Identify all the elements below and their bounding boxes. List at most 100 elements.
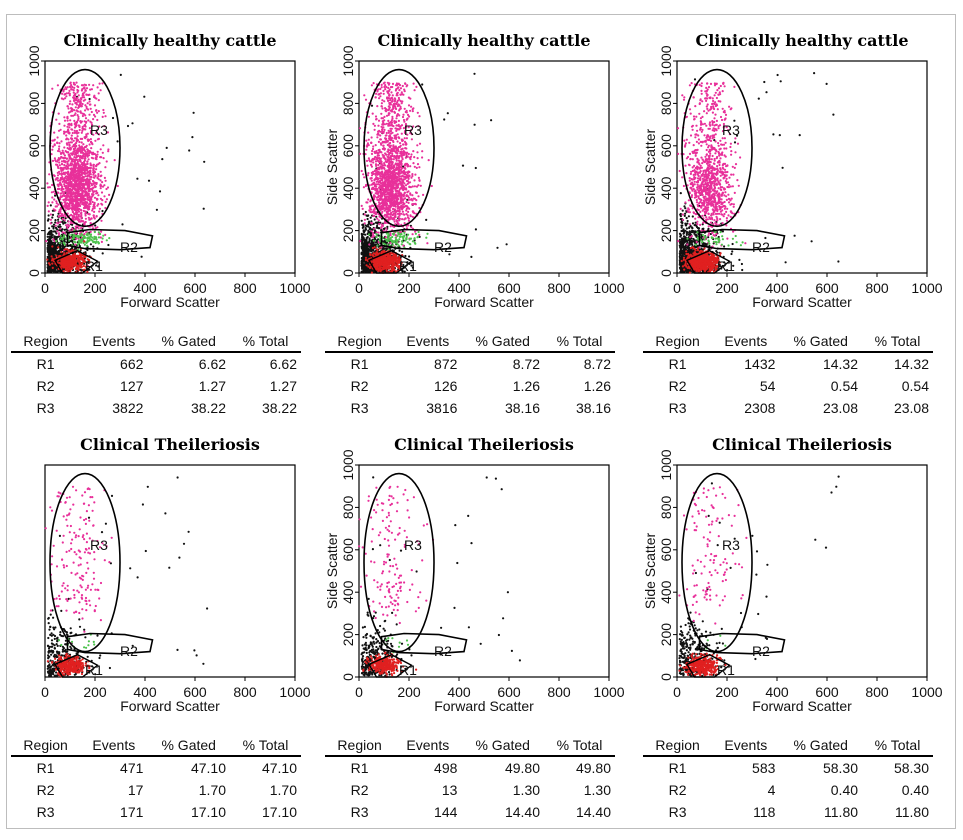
r3-point	[66, 202, 68, 204]
r3-point	[104, 166, 106, 168]
r3-point	[59, 164, 61, 166]
r3-point	[75, 164, 77, 166]
r3-point	[59, 215, 61, 217]
r3-point	[79, 165, 81, 167]
r3-point	[361, 205, 363, 207]
r3-point	[73, 100, 75, 102]
r3-point	[382, 154, 384, 156]
ungated-point	[53, 226, 55, 228]
r3-point	[377, 164, 379, 166]
r3-point	[64, 232, 66, 234]
r3-point	[58, 123, 60, 125]
r3-point	[87, 102, 89, 104]
r3-point	[75, 207, 77, 209]
r3-point	[74, 130, 76, 132]
r3-point	[69, 183, 71, 185]
r3-point	[99, 208, 101, 210]
r1-point	[65, 260, 67, 262]
r3-point	[71, 203, 73, 205]
r3-point	[95, 110, 97, 112]
r3-point	[418, 166, 420, 168]
r3-point	[84, 206, 86, 208]
r3-point	[70, 137, 72, 139]
ungated-point	[92, 246, 94, 248]
r3-point	[86, 175, 88, 177]
r3-point	[93, 165, 95, 167]
ungated-point	[48, 241, 50, 243]
r3-point	[67, 128, 69, 130]
r3-point	[86, 87, 88, 89]
r3-point	[74, 159, 76, 161]
x-tick-label: 1000	[279, 280, 310, 296]
y-tick-label: 600	[26, 134, 42, 158]
ungated-point	[366, 241, 368, 243]
r3-point	[88, 213, 90, 215]
ungated-point	[374, 218, 376, 220]
table-header-cell: Region	[11, 331, 80, 352]
r3-point	[59, 173, 61, 175]
r1-point	[51, 245, 53, 247]
r1-point	[79, 261, 81, 263]
r3-point	[96, 226, 98, 228]
r3-point	[65, 134, 67, 136]
r3-point	[384, 137, 386, 139]
r3-point	[89, 150, 91, 152]
r3-point	[378, 120, 380, 122]
r3-point	[65, 199, 67, 201]
r3-point	[74, 145, 76, 147]
r3-point	[90, 176, 92, 178]
r3-point	[63, 164, 65, 166]
ungated-point	[368, 237, 370, 239]
r3-point	[70, 152, 72, 154]
ungated-point	[54, 219, 56, 221]
r2-point	[82, 236, 84, 238]
ungated-point	[54, 236, 56, 238]
ungated-point	[401, 251, 403, 253]
r3-point	[372, 148, 374, 150]
r3-point	[413, 179, 415, 181]
x-tick-label: 800	[233, 280, 257, 296]
r3-point	[84, 120, 86, 122]
r3-point	[367, 198, 369, 200]
ungated-point	[365, 268, 367, 270]
r3-point	[90, 141, 92, 143]
r1-point	[77, 258, 79, 260]
r3-point	[103, 112, 105, 114]
r3-point	[94, 153, 96, 155]
ungated-point	[370, 249, 372, 251]
ungated-point	[367, 236, 369, 238]
r3-point	[71, 200, 73, 202]
ungated-point	[363, 266, 365, 268]
r3-point	[371, 84, 373, 86]
r3-point	[96, 215, 98, 217]
r3-point	[83, 204, 85, 206]
ungated-point	[193, 112, 195, 114]
r3-point	[96, 153, 98, 155]
ungated-point	[51, 216, 53, 218]
r3-point	[77, 101, 79, 103]
ungated-point	[367, 218, 369, 220]
y-tick-label: 1000	[26, 45, 42, 76]
r3-point	[378, 219, 380, 221]
r3-point	[372, 232, 374, 234]
r3-point	[370, 230, 372, 232]
r3-point	[84, 156, 86, 158]
ungated-point	[191, 136, 193, 138]
r3-point	[73, 207, 75, 209]
r3-point	[60, 169, 62, 171]
r3-point	[407, 114, 409, 116]
r3-point	[87, 140, 89, 142]
ungated-point	[112, 117, 114, 119]
r3-point	[77, 186, 79, 188]
ungated-point	[367, 215, 369, 217]
r3-point	[61, 178, 63, 180]
r3-point	[411, 173, 413, 175]
r1-point	[66, 267, 68, 269]
r3-point	[77, 180, 79, 182]
r3-point	[84, 190, 86, 192]
r3-point	[85, 169, 87, 171]
r3-point	[386, 132, 388, 134]
r3-point	[394, 221, 396, 223]
r3-point	[375, 93, 377, 95]
